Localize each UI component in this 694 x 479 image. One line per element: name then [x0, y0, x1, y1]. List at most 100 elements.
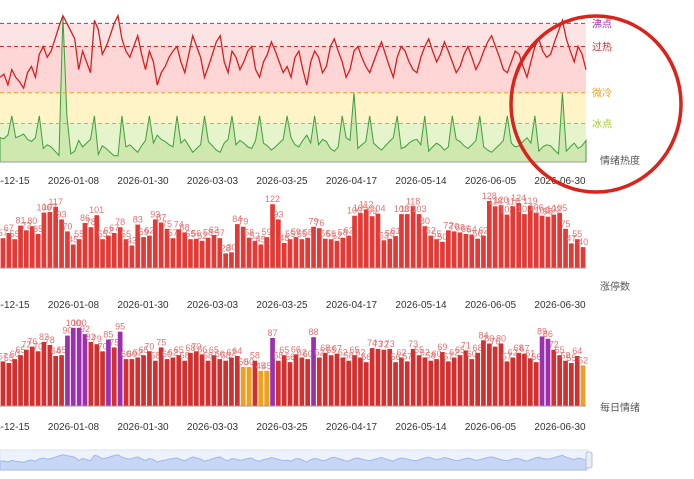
daily-sentiment-bar-label: 70: [191, 341, 201, 351]
threshold-label-0: 沸点: [592, 17, 612, 30]
limit-up-bar: [276, 219, 281, 268]
limit-up-bar: [428, 235, 434, 268]
daily-sentiment-bar: [235, 356, 240, 406]
daily-sentiment-bar: [223, 360, 228, 406]
daily-sentiment-bar-label: 68: [185, 343, 195, 353]
limit-up-bar-label: 67: [4, 223, 14, 233]
daily-sentiment-bar-label: 68: [473, 343, 483, 353]
daily-sentiment-bar-label: 88: [308, 327, 318, 337]
limit-up-bar-label: 45: [68, 235, 78, 245]
daily-sentiment-bar: [117, 331, 123, 406]
limit-up-bar-label: 55: [10, 229, 20, 239]
daily-sentiment-bar: [352, 355, 357, 406]
data-zoom-handle[interactable]: [585, 451, 593, 469]
limit-up-bar: [551, 214, 557, 268]
limit-up-bar: [346, 235, 351, 268]
daily-sentiment-bar-label: 68: [514, 343, 524, 353]
daily-sentiment-bar: [363, 362, 369, 406]
limit-up-bar-label: 93: [56, 209, 66, 219]
daily-sentiment-bar: [188, 352, 193, 406]
sentiment-heat-series-label: 情绪热度: [600, 154, 640, 167]
limit-up-bar: [65, 231, 70, 268]
daily-sentiment-bar-label: 56: [361, 352, 371, 362]
daily-sentiment-bar-label: 50: [238, 357, 248, 367]
daily-sentiment-series-label: 每日情绪: [600, 401, 640, 414]
daily-sentiment-bar-label: 72: [21, 340, 31, 350]
limit-up-bar: [94, 215, 100, 268]
daily-sentiment-bar-label: 68: [320, 343, 330, 353]
daily-sentiment-bar-label: 87: [267, 328, 277, 338]
daily-sentiment-bar-label: 72: [549, 340, 559, 350]
data-zoom-slider[interactable]: [0, 449, 593, 471]
daily-sentiment-bar-label: 78: [45, 335, 55, 345]
daily-sentiment-bar-label: 58: [180, 351, 190, 361]
daily-sentiment-bar-label: 55: [566, 353, 576, 363]
limit-up-bar: [322, 238, 328, 268]
daily-sentiment-bar-label: 57: [0, 351, 8, 361]
limit-up-bar: [328, 239, 334, 268]
limit-up-bar-label: 101: [89, 205, 104, 215]
daily-sentiment-bar: [270, 338, 275, 406]
cold-area: [0, 15, 587, 163]
daily-sentiment-bar-label: 64: [232, 346, 242, 356]
limit-up-bar: [82, 223, 88, 268]
limit-up-bar-label: 118: [406, 196, 420, 206]
data-zoom-preview: [0, 454, 587, 471]
limit-up-bar: [223, 253, 228, 268]
x-tick-label: 2026-05-14: [395, 422, 447, 433]
limit-up-bar: [299, 239, 305, 268]
limit-up-bar-label: 68: [180, 222, 190, 232]
daily-sentiment-bar-label: 79: [92, 334, 102, 344]
limit-up-bar-label: 105: [353, 203, 368, 213]
x-tick-label: 2026-05-14: [395, 176, 447, 187]
limit-up-bar: [29, 226, 35, 268]
limit-up-bar: [270, 204, 275, 268]
sentiment-heat-x-axis: 2025-12-15 2026-01-08 2026-01-30 2026-03-03…: [0, 161, 586, 187]
limit-up-bar: [205, 237, 211, 268]
limit-up-bar: [311, 226, 316, 268]
limit-up-bar-label: 58: [338, 228, 348, 238]
daily-sentiment-bar-label: 71: [461, 341, 471, 351]
limit-up-bar-label: 72: [443, 220, 453, 230]
daily-sentiment-bar-label: 58: [344, 351, 354, 361]
daily-sentiment-bar-label: 92: [80, 324, 90, 334]
daily-sentiment-bar: [129, 359, 135, 406]
limit-up-bar-label: 62: [426, 226, 436, 236]
daily-sentiment-bar-label: 57: [502, 351, 512, 361]
limit-up-bar: [569, 243, 574, 268]
daily-sentiment-bar-label: 62: [449, 348, 459, 358]
limit-up-bar: [211, 235, 217, 268]
daily-sentiment-bar-label: 58: [560, 351, 570, 361]
limit-up-bar-label: 106: [529, 203, 544, 213]
daily-sentiment-bar: [416, 355, 422, 406]
x-tick-label: 2026-03-03: [187, 422, 239, 433]
x-tick-label: 2026-01-30: [117, 422, 169, 433]
threshold-label-2: 微冷: [592, 87, 612, 100]
limit-up-bar-label: 118: [488, 196, 502, 206]
daily-sentiment-bar: [533, 362, 539, 406]
limit-up-bar-label: 104: [370, 204, 385, 214]
limit-up-bar: [18, 225, 23, 268]
limit-up-bar-label: 72: [21, 220, 31, 230]
heat-band-0: [0, 8, 586, 24]
limit-up-bar: [258, 244, 264, 268]
daily-sentiment-bar-label: 70: [144, 341, 154, 351]
daily-sentiment-bar: [182, 360, 187, 406]
limit-up-bar: [410, 206, 416, 268]
daily-sentiment-bar: [106, 339, 111, 406]
limit-up-bar-label: 122: [265, 194, 280, 204]
limit-up-bar-label: 103: [517, 204, 532, 214]
daily-sentiment-bar: [147, 351, 152, 406]
daily-sentiment-bar: [446, 361, 451, 406]
limit-up-bar: [59, 219, 64, 268]
limit-up-bar: [498, 205, 504, 268]
limit-up-bar: [334, 240, 340, 268]
limit-up-bar: [111, 233, 117, 268]
daily-sentiment-bar-label: 45: [262, 361, 272, 371]
limit-up-bar-label: 43: [127, 236, 137, 246]
daily-sentiment-bar: [194, 351, 199, 406]
daily-sentiment-bar: [381, 349, 387, 406]
limit-up-bar: [463, 234, 469, 268]
daily-sentiment-bar: [404, 361, 410, 406]
limit-up-bar-label: 74: [174, 219, 184, 229]
